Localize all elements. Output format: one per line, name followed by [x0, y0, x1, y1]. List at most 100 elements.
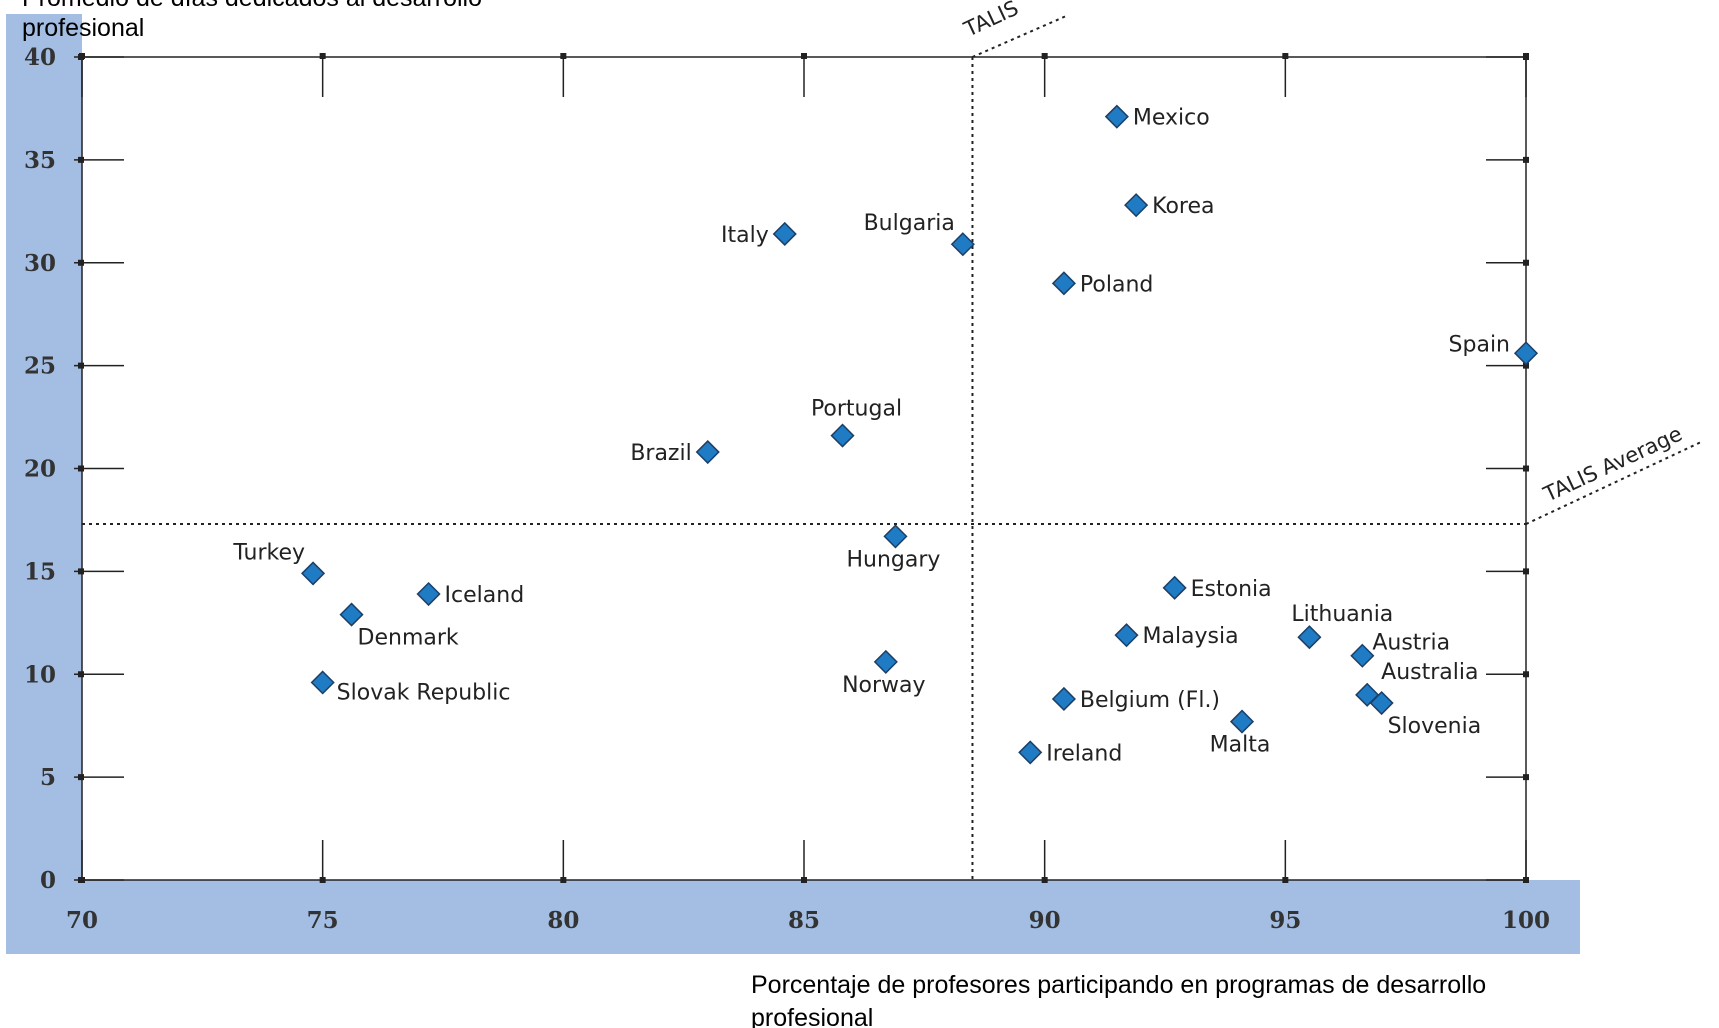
data-point-label: Norway — [842, 673, 925, 698]
data-point-label: Turkey — [232, 540, 305, 565]
data-point-label: Malaysia — [1142, 624, 1238, 649]
axis-tick-labels: 0 5 10 15 20 25 30 35 40 70 75 80 85 90 95 100 — [24, 44, 1550, 934]
data-point-marker — [1513, 341, 1539, 366]
data-point-label: Iceland — [445, 583, 525, 608]
y-tick-mark-right — [1523, 774, 1529, 781]
x-tick-label: 95 — [1269, 907, 1301, 934]
data-point-marker — [1104, 104, 1129, 129]
data-point-label: Brazil — [630, 441, 691, 466]
left-axis-band — [6, 14, 82, 954]
axis-ticks — [74, 53, 1529, 883]
y-tick-mark-right — [1523, 259, 1529, 266]
x-tick-mark-top — [801, 53, 807, 59]
x-tick-mark — [560, 877, 567, 883]
data-point-marker — [1124, 193, 1149, 218]
data-point-label: Austria — [1372, 631, 1450, 656]
y-tick-mark — [78, 671, 84, 678]
data-point-marker — [1369, 690, 1394, 716]
y-tick-mark — [78, 774, 84, 781]
bottom-axis-band — [6, 880, 1580, 954]
x-tick-mark — [319, 877, 326, 883]
y-tick-label: 0 — [40, 867, 56, 894]
y-tick-label: 20 — [24, 456, 56, 483]
x-tick-mark — [1523, 877, 1529, 883]
y-axis-title-line-2: profesional — [22, 14, 144, 42]
y-tick-mark — [78, 259, 84, 266]
x-axis-title-line-2: profesional — [751, 1004, 873, 1028]
x-tick-label: 90 — [1029, 907, 1061, 934]
y-tick-mark-right — [1523, 465, 1529, 472]
data-point-marker — [416, 581, 441, 607]
data-point-marker — [1051, 686, 1076, 712]
data-point-label: Estonia — [1191, 577, 1272, 602]
data-point-marker — [1162, 575, 1187, 600]
data-point-marker — [339, 602, 364, 627]
data-point-labels: Mexico Korea Italy Bulgaria Poland Spain Portu… — [232, 106, 1510, 767]
data-point-label: Denmark — [358, 626, 459, 651]
data-point-label: Australia — [1381, 660, 1478, 685]
data-point-marker — [1018, 740, 1043, 765]
y-tick-label: 35 — [24, 147, 56, 174]
data-point-marker — [300, 561, 326, 586]
data-point-marker — [310, 670, 335, 695]
data-point-marker — [1297, 625, 1322, 650]
x-tick-mark-top — [1282, 53, 1289, 59]
talis-average-right-leader — [1525, 441, 1702, 525]
data-point-marker — [1350, 643, 1375, 668]
x-tick-label: 75 — [307, 907, 339, 934]
x-tick-mark-top — [1523, 53, 1529, 59]
data-point-label: Slovenia — [1388, 714, 1482, 739]
data-point-label: Poland — [1080, 272, 1153, 297]
data-point-label: Portugal — [811, 397, 902, 422]
y-tick-label: 5 — [40, 764, 56, 791]
y-tick-label: 15 — [24, 558, 56, 585]
data-point-marker — [695, 439, 720, 465]
x-tick-mark — [1041, 877, 1048, 883]
y-tick-mark-right — [1523, 568, 1529, 575]
data-point-marker — [883, 524, 908, 549]
y-tick-label: 10 — [24, 661, 56, 688]
y-tick-mark-right — [1523, 156, 1529, 163]
data-point-label: Lithuania — [1291, 602, 1393, 627]
x-tick-mark — [79, 877, 85, 883]
talis-average-top-label: TALIS — [960, 0, 1023, 42]
y-tick-mark — [78, 362, 84, 369]
y-tick-mark-right — [1523, 671, 1529, 678]
x-tick-mark — [801, 877, 807, 883]
data-point-marker — [1229, 709, 1255, 734]
x-tick-label: 80 — [547, 907, 579, 934]
data-point-marker — [772, 221, 797, 247]
x-tick-label: 85 — [788, 907, 820, 934]
data-point-label: Spain — [1449, 332, 1510, 357]
data-point-marker — [1114, 623, 1139, 648]
y-tick-label: 25 — [24, 353, 56, 380]
x-tick-mark-top — [560, 53, 567, 59]
x-tick-mark — [1282, 877, 1289, 883]
data-points — [300, 104, 1539, 765]
data-point-label: Bulgaria — [864, 211, 955, 236]
y-tick-mark — [78, 568, 84, 575]
data-point-label: Korea — [1152, 194, 1214, 219]
x-tick-mark-top — [1041, 53, 1048, 59]
y-tick-mark — [78, 156, 84, 163]
data-point-label: Ireland — [1046, 741, 1122, 766]
x-tick-mark-top — [79, 53, 85, 59]
talis-average-label: TALIS Average — [1539, 422, 1686, 507]
data-point-marker — [830, 423, 855, 448]
x-tick-mark-top — [319, 53, 326, 59]
data-point-label: Hungary — [846, 547, 940, 572]
x-axis-title: Porcentaje de profesores participando en… — [751, 971, 1486, 999]
data-point-label: Malta — [1210, 733, 1271, 758]
y-tick-mark — [78, 465, 84, 472]
x-tick-label: 100 — [1502, 907, 1550, 934]
x-tick-label: 70 — [66, 907, 98, 934]
y-axis-title: Promedio de días dedicados al desarrollo — [22, 0, 482, 12]
y-tick-label: 40 — [24, 44, 56, 71]
data-point-marker — [873, 649, 898, 674]
data-point-label: Mexico — [1133, 106, 1210, 131]
y-tick-mark-right — [1523, 362, 1529, 369]
data-point-label: Belgium (Fl.) — [1080, 688, 1220, 713]
plot-area — [81, 56, 1527, 881]
data-point-marker — [1051, 271, 1076, 296]
